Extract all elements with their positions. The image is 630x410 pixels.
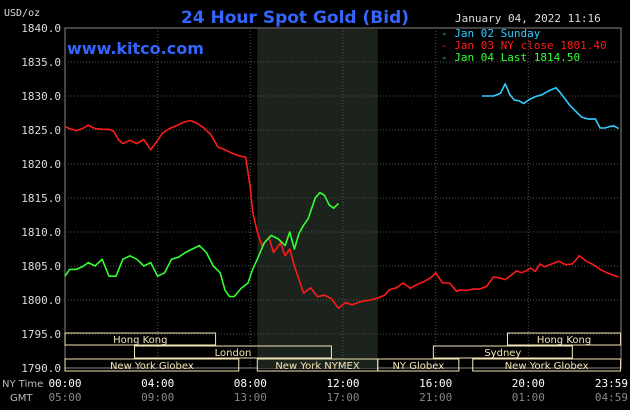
session-band — [64, 358, 240, 372]
x-tick-label-ny: 08:00 — [234, 377, 267, 390]
x-axis-row2-label: GMT — [10, 393, 33, 404]
x-tick-label-ny: 16:00 — [419, 377, 452, 390]
x-tick-label-gmt: 13:00 — [234, 391, 267, 404]
y-tick-labels: 1840.0 1835.0 1830.0 1825.0 1820.0 1815.0 1810… — [21, 22, 61, 375]
y-axis-label: USD/oz — [4, 8, 40, 19]
y-tick-label: 1815.0 — [21, 192, 61, 205]
price-series — [64, 83, 620, 310]
chart-title: 24 Hour Spot Gold (Bid) — [181, 8, 409, 28]
y-tick-label: 1830.0 — [21, 90, 61, 103]
y-tick-label: 1800.0 — [21, 294, 61, 307]
x-tick-label-gmt: 17:00 — [326, 391, 359, 404]
session-band — [64, 332, 217, 346]
session-band — [134, 345, 332, 359]
session-band-label: New York Globex — [505, 361, 589, 372]
session-band-label: New York Globex — [110, 361, 194, 372]
session-band-label: Sydney — [484, 348, 521, 359]
legend-entry: - Jan 04 Last 1814.50 — [441, 51, 580, 64]
legend: - Jan 02 Sunday- Jan 03 NY close 1801.40… — [441, 27, 607, 64]
session-band — [472, 358, 622, 372]
site-label: www.kitco.com — [67, 39, 204, 58]
x-tick-label-ny: 20:00 — [512, 377, 545, 390]
series-line — [64, 119, 619, 310]
x-tick-label-ny: 12:00 — [326, 377, 359, 390]
x-tick-label-gmt: 05:00 — [48, 391, 81, 404]
x-tick-label-gmt: 09:00 — [141, 391, 174, 404]
x-tick-label-gmt: 04:59 — [595, 391, 628, 404]
session-band-label: Hong Kong — [113, 335, 167, 346]
session-band — [432, 345, 573, 359]
y-tick-label: 1790.0 — [21, 362, 61, 375]
legend-entry: - Jan 03 NY close 1801.40 — [441, 39, 607, 52]
session-band — [506, 332, 622, 346]
x-axis-row1-label: NY Time — [2, 379, 43, 390]
legend-entry: - Jan 02 Sunday — [441, 27, 541, 40]
y-tick-label: 1820.0 — [21, 158, 61, 171]
x-tick-label-gmt: 01:00 — [512, 391, 545, 404]
session-band-label: Hong Kong — [537, 335, 591, 346]
series-line — [64, 191, 339, 298]
market-session-bands: Hong Kong Hong Kong London Sydney New York G… — [64, 332, 622, 372]
y-tick-label: 1810.0 — [21, 226, 61, 239]
session-band — [377, 358, 460, 372]
x-tick-label-ny: 00:00 — [48, 377, 81, 390]
y-tick-label: 1795.0 — [21, 328, 61, 341]
y-tick-label: 1840.0 — [21, 22, 61, 35]
session-band-label: London — [215, 348, 252, 359]
y-tick-label: 1805.0 — [21, 260, 61, 273]
x-tick-label-ny: 04:00 — [141, 377, 174, 390]
x-tick-label-gmt: 21:00 — [419, 391, 452, 404]
x-tick-label-ny: 23:59 — [595, 377, 628, 390]
y-tick-label: 1835.0 — [21, 56, 61, 69]
session-band-label: New York NYMEX — [275, 361, 360, 372]
y-tick-label: 1825.0 — [21, 124, 61, 137]
series-line — [482, 83, 620, 130]
session-band-label: NY Globex — [392, 361, 444, 372]
timestamp-label: January 04, 2022 11:16 — [455, 12, 601, 25]
